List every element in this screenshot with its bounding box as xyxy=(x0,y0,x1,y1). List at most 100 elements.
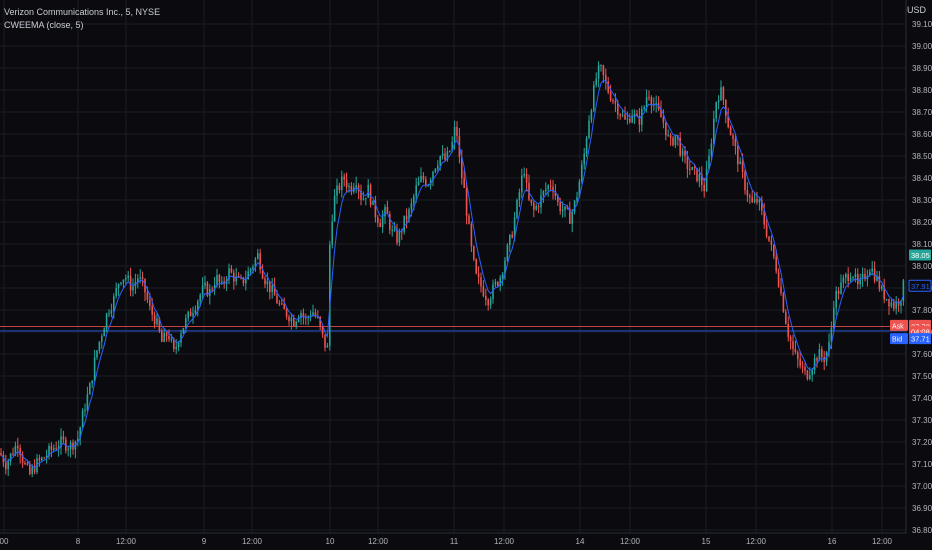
candle-body xyxy=(811,369,813,375)
candle-body xyxy=(576,197,578,201)
candle-body xyxy=(549,185,552,187)
candle-body xyxy=(571,211,573,224)
candle-body xyxy=(756,198,758,203)
candle-body xyxy=(456,126,458,136)
quote-tag-box xyxy=(890,319,908,331)
candle-body xyxy=(187,311,189,319)
candle-body xyxy=(372,200,374,205)
candle-body xyxy=(511,234,513,238)
candle-body xyxy=(381,216,384,228)
candle-body xyxy=(871,268,873,272)
y-tick-label: 37.40 xyxy=(912,394,932,403)
candle-body xyxy=(283,303,285,310)
candle-body xyxy=(869,271,871,276)
candle-body xyxy=(132,286,134,291)
candle-body xyxy=(139,277,141,279)
candle-body xyxy=(149,299,151,306)
candle-body xyxy=(837,291,840,294)
candle-body xyxy=(38,458,41,461)
candle-body xyxy=(79,427,81,439)
candle-body xyxy=(686,156,689,170)
candle-body xyxy=(365,197,367,199)
candle-body xyxy=(845,274,847,278)
candle-body xyxy=(384,206,386,217)
candle-body xyxy=(501,274,504,278)
candle-body xyxy=(475,259,477,274)
indicator-legend[interactable]: CWEEMA (close, 5) xyxy=(4,20,84,30)
candle-body xyxy=(285,309,288,317)
candle-body xyxy=(127,275,129,278)
candle-body xyxy=(113,296,115,311)
candle-body xyxy=(809,374,811,380)
x-tick-label: 12:00 xyxy=(746,537,767,546)
candle-body xyxy=(396,229,398,243)
candle-body xyxy=(343,176,345,180)
candle-body xyxy=(266,280,269,285)
candle-body xyxy=(873,268,876,281)
candle-body xyxy=(494,281,497,285)
candle-body xyxy=(401,231,403,233)
candle-body xyxy=(245,279,247,284)
candle-body xyxy=(369,184,372,205)
candle-body xyxy=(468,215,470,224)
candle-body xyxy=(888,298,890,307)
candle-body xyxy=(192,313,194,317)
candle-body xyxy=(379,222,381,228)
y-tick-label: 38.80 xyxy=(912,86,932,95)
candle-body xyxy=(861,273,864,279)
x-tick-label: 8 xyxy=(76,537,81,546)
price-label-box xyxy=(908,279,932,292)
candle-body xyxy=(480,277,482,287)
candle-body xyxy=(357,185,360,191)
candle-body xyxy=(165,332,168,337)
candle-body xyxy=(777,271,780,287)
y-tick-label: 38.60 xyxy=(912,130,932,139)
candle-body xyxy=(137,278,139,283)
y-tick-label: 37.80 xyxy=(912,306,932,315)
candle-body xyxy=(43,457,45,459)
candle-body xyxy=(600,65,602,67)
candle-body xyxy=(2,454,5,463)
y-tick-label: 37.10 xyxy=(912,460,932,469)
candle-body xyxy=(581,164,583,182)
candle-body xyxy=(523,173,525,176)
candle-body xyxy=(794,349,797,353)
x-tick-label: 10 xyxy=(326,537,335,546)
candle-body xyxy=(667,134,669,136)
candle-body xyxy=(607,81,609,93)
candle-body xyxy=(465,187,468,216)
candle-body xyxy=(91,380,93,384)
x-tick-label: 12:00 xyxy=(872,537,893,546)
candle-body xyxy=(729,127,732,136)
candle-body xyxy=(720,87,722,101)
candle-body xyxy=(180,333,182,343)
candle-body xyxy=(237,276,240,278)
x-tick-label: 11 xyxy=(450,537,459,546)
candle-body xyxy=(648,97,650,99)
candle-body xyxy=(62,436,65,440)
candle-body xyxy=(341,176,343,191)
candle-body xyxy=(45,455,48,458)
candle-body xyxy=(161,331,163,342)
candle-body xyxy=(717,100,720,103)
candle-body xyxy=(117,283,120,289)
candle-body xyxy=(33,467,36,473)
candle-body xyxy=(67,449,69,451)
candle-body xyxy=(617,103,619,115)
candle-body xyxy=(530,199,533,203)
candle-body xyxy=(211,289,213,291)
candle-body xyxy=(557,196,559,203)
candle-body xyxy=(437,165,439,169)
candle-body xyxy=(835,291,837,308)
candle-body xyxy=(314,312,317,317)
candle-body xyxy=(53,448,55,450)
candle-body xyxy=(487,299,489,306)
symbol-title[interactable]: Verizon Communications Inc., 5, NYSE xyxy=(4,7,161,17)
candle-body xyxy=(60,436,62,448)
candle-body xyxy=(732,135,734,139)
candle-body xyxy=(110,310,113,314)
candle-body xyxy=(403,215,405,232)
candle-body xyxy=(0,453,2,455)
